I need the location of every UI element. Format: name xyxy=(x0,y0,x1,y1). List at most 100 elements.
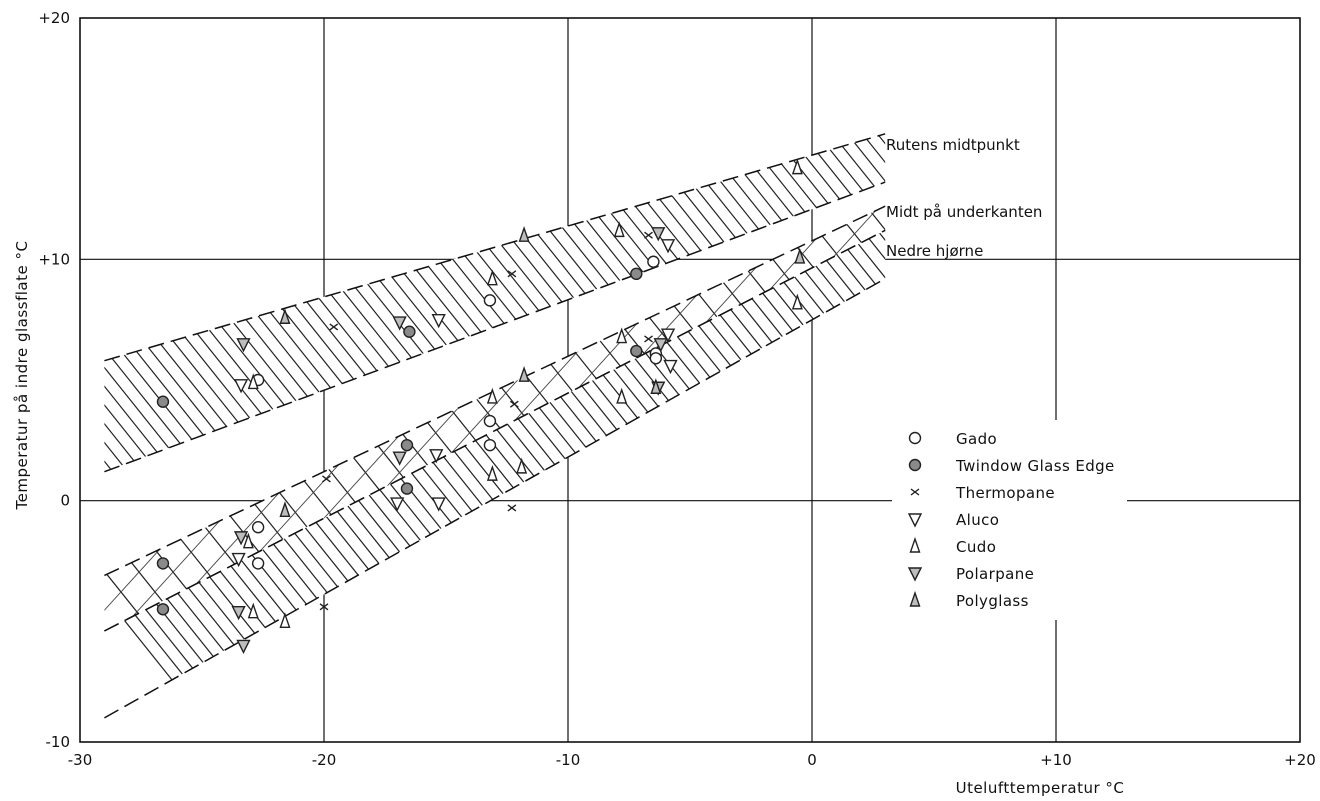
hatch-line xyxy=(763,230,886,718)
data-point xyxy=(236,639,251,655)
data-point xyxy=(279,612,291,629)
hatch-line xyxy=(104,133,197,472)
data-point xyxy=(392,451,407,466)
legend-label: Gado xyxy=(956,430,997,448)
data-point xyxy=(329,323,339,331)
data-point xyxy=(429,449,444,464)
legend-marker xyxy=(908,458,922,472)
data-point xyxy=(247,602,259,619)
y-tick-label: +10 xyxy=(38,250,70,268)
data-point xyxy=(653,338,668,353)
data-point xyxy=(660,328,676,343)
y-axis-label: Temperatur på indre glassflate °C xyxy=(13,241,31,511)
band-edge-upper xyxy=(104,205,886,577)
data-point xyxy=(392,316,407,331)
data-point xyxy=(651,227,666,242)
data-point xyxy=(486,464,498,481)
series-cudo xyxy=(242,158,803,629)
hatch-line xyxy=(1164,196,1320,641)
legend-marker xyxy=(908,431,922,445)
data-point xyxy=(791,293,803,310)
data-point xyxy=(156,603,170,616)
hatch-line xyxy=(104,133,227,472)
series-gado xyxy=(251,255,663,570)
band-edge-upper xyxy=(104,229,886,632)
data-point xyxy=(486,269,498,286)
hatch-line xyxy=(733,230,886,718)
x-tick-label: -10 xyxy=(556,751,581,769)
hatch-line xyxy=(104,230,271,718)
y-tick-label: -10 xyxy=(46,733,71,751)
x-tick-label: -20 xyxy=(312,751,337,769)
data-point xyxy=(390,497,405,512)
data-point xyxy=(613,221,625,238)
data-point xyxy=(616,327,628,344)
data-point xyxy=(279,501,291,518)
hatch-line xyxy=(104,230,241,718)
data-point xyxy=(644,335,653,343)
hatch-line xyxy=(104,206,229,631)
band-edge-lower xyxy=(104,277,886,719)
tick-labels: -30 -20 -10 0 +10 +20 -10 0 +10 +20 xyxy=(38,9,1315,769)
data-point xyxy=(516,457,528,474)
hatch-line xyxy=(104,133,242,472)
hatch-line xyxy=(793,133,886,472)
x-tick-label: 0 xyxy=(807,751,817,769)
series-thermopane xyxy=(319,231,653,611)
hatch-line xyxy=(748,133,886,472)
hatch-line xyxy=(823,133,886,472)
x-tick-label: +20 xyxy=(1284,751,1316,769)
data-point xyxy=(507,504,517,512)
legend-marker xyxy=(907,567,923,582)
band-edge-upper xyxy=(104,133,886,362)
data-point xyxy=(156,557,170,570)
x-tick-label: +10 xyxy=(1040,751,1072,769)
data-point xyxy=(233,379,249,394)
data-point xyxy=(616,387,628,404)
hatch-line xyxy=(104,230,211,718)
hatch-line xyxy=(1096,196,1320,641)
data-point xyxy=(663,359,678,375)
hatch-line xyxy=(104,230,286,718)
data-points xyxy=(156,158,806,655)
data-point xyxy=(649,352,663,365)
hatch-line xyxy=(718,230,886,718)
legend-label: Polyglass xyxy=(956,592,1029,610)
data-point xyxy=(518,366,530,382)
plot-frame xyxy=(79,17,1301,743)
legend-label: Twindow Glass Edge xyxy=(955,457,1115,475)
x-axis-label: Utelufttemperatur °C xyxy=(956,779,1125,797)
legend-label: Polarpane xyxy=(956,565,1034,583)
legend-label: Thermopane xyxy=(955,484,1055,502)
data-point xyxy=(231,605,246,621)
data-point xyxy=(794,247,806,264)
hatch-line xyxy=(104,133,212,472)
data-point xyxy=(431,313,446,329)
legend-marker xyxy=(907,513,923,528)
hatch-line xyxy=(104,230,256,718)
data-point xyxy=(518,226,530,242)
legend-marker xyxy=(909,590,921,607)
data-point xyxy=(509,400,519,408)
data-point xyxy=(247,373,259,390)
legend-marker xyxy=(910,488,920,496)
data-point xyxy=(233,531,249,546)
data-point xyxy=(279,308,291,324)
data-point xyxy=(322,475,331,483)
data-point xyxy=(319,603,329,611)
legend-marker xyxy=(909,536,921,553)
band-label: Midt på underkanten xyxy=(886,203,1042,221)
data-point xyxy=(251,557,265,570)
data-point xyxy=(242,532,254,549)
data-point xyxy=(156,395,170,408)
data-point xyxy=(400,482,414,495)
legend-background xyxy=(892,420,1127,620)
data-point xyxy=(483,294,497,307)
y-tick-label: 0 xyxy=(60,492,70,510)
series-polarpane xyxy=(231,227,668,655)
data-point xyxy=(403,325,416,338)
hatch-line xyxy=(104,206,195,631)
band-edge-lower xyxy=(104,181,886,473)
data-point xyxy=(630,267,643,281)
